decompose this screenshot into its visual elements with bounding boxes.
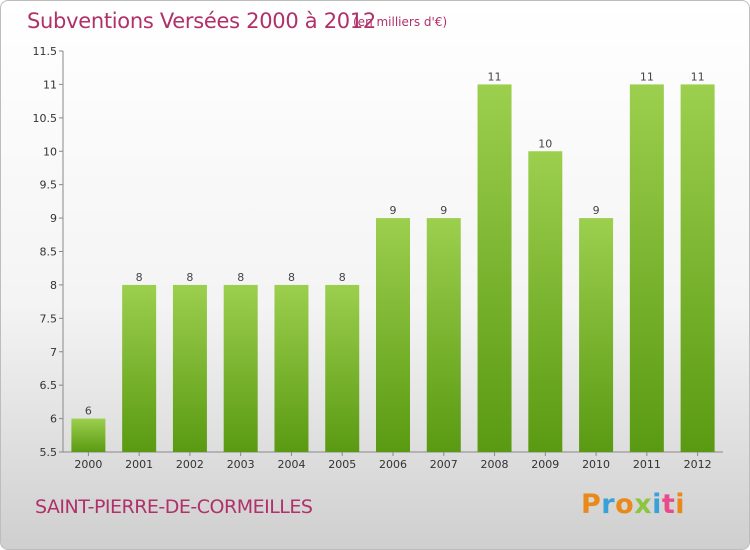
y-tick-label: 8 bbox=[50, 279, 57, 292]
y-tick-label: 6 bbox=[50, 413, 57, 426]
x-tick-label: 2002 bbox=[176, 458, 204, 471]
bar-2010 bbox=[579, 218, 614, 452]
bar-value-label: 9 bbox=[593, 204, 600, 217]
x-tick-label: 2012 bbox=[684, 458, 712, 471]
x-tick-label: 2009 bbox=[531, 458, 559, 471]
x-tick-label: 2004 bbox=[277, 458, 305, 471]
bar-2000 bbox=[71, 418, 106, 452]
bar-value-label: 8 bbox=[288, 271, 295, 284]
bar-value-label: 8 bbox=[136, 271, 143, 284]
bar-value-label: 10 bbox=[538, 137, 552, 150]
y-tick-label: 5.5 bbox=[40, 446, 58, 459]
x-tick-label: 2001 bbox=[125, 458, 153, 471]
y-tick-label: 9.5 bbox=[40, 179, 58, 192]
proxiti-logo[interactable]: Proxiti bbox=[581, 489, 685, 520]
logo-letter: i bbox=[652, 489, 662, 520]
x-tick-label: 2000 bbox=[74, 458, 102, 471]
y-tick-label: 11.5 bbox=[33, 45, 58, 58]
x-tick-label: 2008 bbox=[481, 458, 509, 471]
y-tick-label: 6.5 bbox=[40, 379, 58, 392]
bar-value-label: 11 bbox=[691, 70, 705, 83]
y-tick-label: 7.5 bbox=[40, 312, 58, 325]
x-tick-label: 2010 bbox=[582, 458, 610, 471]
y-tick-label: 11 bbox=[43, 78, 57, 91]
y-tick-label: 10 bbox=[43, 145, 57, 158]
y-tick-label: 9 bbox=[50, 212, 57, 225]
bar-value-label: 9 bbox=[440, 204, 447, 217]
bar-2005 bbox=[325, 284, 360, 452]
bar-2011 bbox=[629, 84, 664, 453]
bar-2007 bbox=[426, 218, 461, 452]
bar-value-label: 6 bbox=[85, 405, 92, 418]
x-tick-label: 2005 bbox=[328, 458, 356, 471]
logo-letter: o bbox=[615, 489, 635, 520]
axes: 5.5 6 6.5 7 7.5 8 8.5 9 9.5 10 10.5 11 11.5 2000 2001 2… bbox=[33, 45, 723, 471]
chart-subtitle: (en milliers d'€) bbox=[353, 15, 448, 29]
x-tick-label: 2003 bbox=[227, 458, 255, 471]
y-tick-label: 7 bbox=[50, 346, 57, 359]
bar-value-label: 8 bbox=[186, 271, 193, 284]
bar-value-label: 8 bbox=[237, 271, 244, 284]
bar-2006 bbox=[376, 218, 410, 452]
bar-2009 bbox=[528, 151, 563, 452]
bar-2001 bbox=[122, 284, 157, 452]
bar-2004 bbox=[274, 284, 309, 452]
logo-letter: x bbox=[634, 489, 653, 520]
x-tick-label: 2006 bbox=[379, 458, 407, 471]
bar-2008 bbox=[477, 84, 512, 453]
x-tick-label: 2011 bbox=[633, 458, 661, 471]
bar-value-label: 9 bbox=[390, 204, 397, 217]
bars: 6 8 8 8 8 8 9 9 11 10 9 11 11 bbox=[71, 70, 715, 453]
bar-value-label: 11 bbox=[488, 70, 502, 83]
bar-2012 bbox=[680, 84, 715, 453]
logo-letter: i bbox=[675, 489, 686, 520]
y-tick-label: 8.5 bbox=[40, 246, 58, 259]
x-tick-label: 2007 bbox=[430, 458, 458, 471]
logo-letter: t bbox=[661, 489, 676, 520]
bar-2002 bbox=[172, 284, 207, 452]
chart-title: Subventions Versées 2000 à 2012 bbox=[27, 9, 376, 33]
commune-name: SAINT-PIERRE-DE-CORMEILLES bbox=[35, 496, 313, 518]
y-tick-label: 10.5 bbox=[33, 112, 58, 125]
logo-letter: P bbox=[581, 489, 602, 520]
bar-value-label: 8 bbox=[339, 271, 346, 284]
logo-letter: r bbox=[601, 489, 616, 520]
bar-2003 bbox=[223, 284, 258, 452]
bar-value-label: 11 bbox=[640, 70, 654, 83]
